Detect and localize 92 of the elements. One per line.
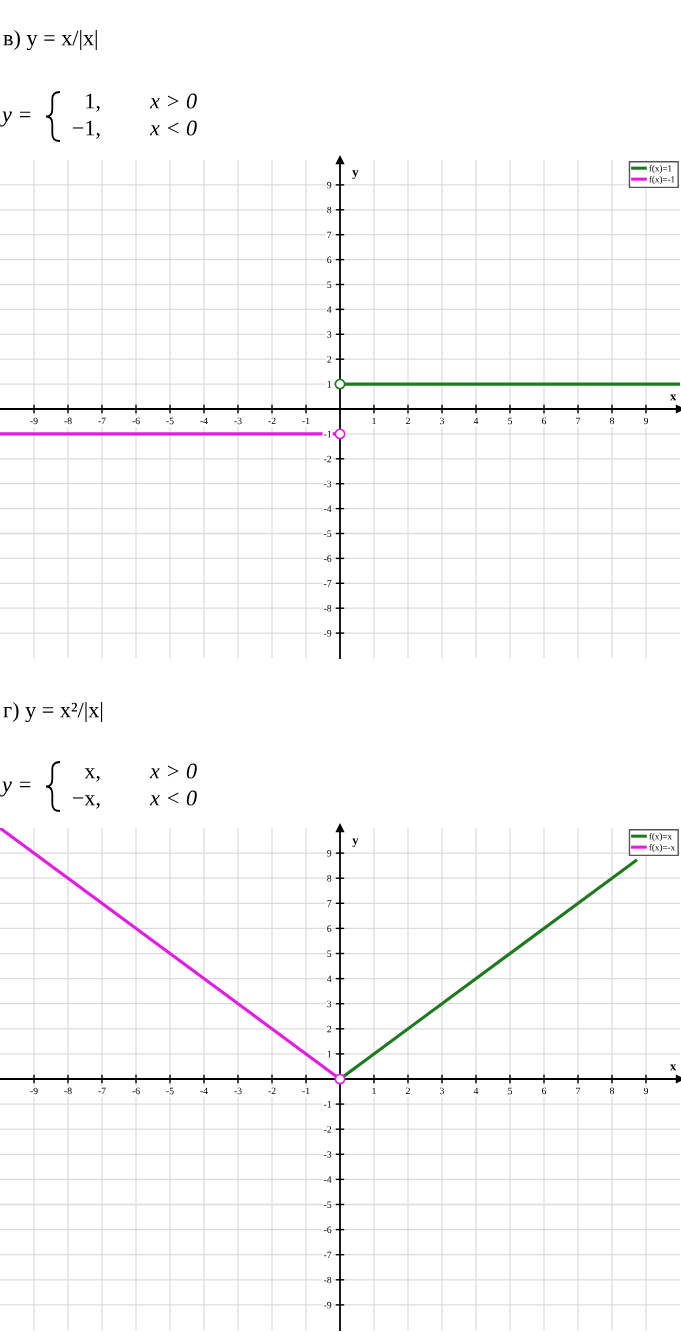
x-tick-label: -9 [30, 417, 38, 425]
x-tick-label: -4 [200, 417, 208, 425]
y-tick-label: 8 [327, 875, 332, 882]
x-tick-label: -9 [30, 1087, 38, 1095]
text: x > 0 [149, 763, 197, 779]
y-tick-label: -8 [323, 1276, 332, 1284]
y-tick-label: 7 [327, 900, 332, 907]
x-tick-label: 7 [576, 417, 581, 425]
text: x < 0 [149, 120, 197, 136]
text: y = [0, 111, 31, 127]
y-tick-label: -3 [323, 1151, 332, 1158]
x-tick-label: -1 [302, 1087, 310, 1095]
x-tick-label: 4 [473, 1087, 479, 1095]
x-tick-label: -8 [64, 1087, 72, 1095]
x-tick-label: -1 [302, 417, 310, 425]
x-tick-label: 1 [372, 417, 376, 425]
y-tick-label: -6 [323, 1226, 332, 1234]
y-tick-label: 1 [327, 381, 332, 388]
x-tick-label: -5 [166, 417, 174, 425]
x-axis-title: x [670, 394, 677, 401]
y-tick-label: -7 [323, 1251, 332, 1259]
legend-label: f(x)=x [649, 832, 672, 842]
y-tick-label: -5 [323, 1201, 332, 1208]
text: 1, [86, 93, 100, 112]
x-tick-label: -2 [268, 1087, 276, 1095]
text: y = [0, 781, 31, 797]
y-tick-label: 6 [327, 925, 332, 932]
legend-label: f(x)=-x [649, 843, 675, 853]
x-tick-label: -6 [132, 1087, 140, 1095]
y-tick-label: 4 [327, 975, 332, 982]
y-tick-label: 5 [327, 281, 332, 288]
x-tick-label: -2 [268, 417, 276, 425]
y-tick-label: -2 [323, 1126, 332, 1133]
y-tick-label: 3 [327, 1000, 332, 1008]
x-tick-label: 2 [406, 1087, 410, 1095]
x-tick-label: 1 [372, 1087, 376, 1095]
y-tick-label: -1 [323, 430, 332, 438]
x-tick-label: 4 [473, 417, 479, 425]
x-tick-label: 5 [508, 1087, 513, 1095]
x-tick-label: 9 [643, 1087, 649, 1095]
x-tick-label: -8 [64, 417, 72, 425]
y-tick-label: 7 [327, 231, 332, 239]
text: −1, [72, 120, 100, 139]
x-tick-label: 8 [609, 1087, 615, 1095]
x-tick-label: -7 [98, 1087, 106, 1095]
x-tick-label: -3 [234, 417, 242, 425]
y-tick-label: -8 [323, 605, 332, 612]
x-tick-label: -3 [234, 1087, 242, 1095]
text: x < 0 [149, 790, 197, 806]
y-tick-label: -6 [323, 555, 332, 562]
y-tick-label: -3 [323, 480, 332, 488]
y-tick-label: 8 [327, 206, 332, 214]
y-tick-label: 4 [327, 306, 332, 313]
x-tick-label: -7 [98, 417, 106, 425]
x-tick-label: 7 [576, 1087, 581, 1095]
chart-title: г) y = x²/|x| [3, 701, 103, 723]
text: −x, [72, 795, 100, 809]
y-tick-label: -5 [323, 530, 332, 537]
x-tick-label: -5 [166, 1087, 174, 1095]
y-tick-label: 2 [327, 1025, 332, 1033]
y-tick-label: 9 [327, 181, 332, 189]
y-tick-label: 5 [327, 950, 332, 957]
y-tick-label: -7 [323, 580, 332, 587]
x-tick-label: 3 [440, 417, 445, 425]
x-tick-label: 3 [440, 1087, 445, 1095]
y-tick-label: -9 [323, 630, 332, 637]
y-axis-title: y [352, 170, 359, 179]
x-tick-label: 2 [406, 417, 410, 425]
y-tick-label: 1 [327, 1050, 332, 1058]
y-tick-label: 2 [327, 356, 332, 363]
y-axis-title: y [352, 838, 359, 847]
y-tick-label: 3 [327, 331, 332, 338]
x-tick-label: 5 [508, 417, 513, 425]
x-tick-label: 8 [609, 417, 615, 425]
y-tick-label: -9 [323, 1301, 332, 1309]
x-tick-label: -6 [132, 417, 140, 425]
y-tick-label: 9 [327, 850, 332, 857]
y-tick-label: -1 [323, 1101, 332, 1108]
y-tick-label: -4 [323, 1176, 332, 1183]
legend-label: f(x)=1 [649, 164, 672, 174]
legend-label: f(x)=-1 [649, 175, 675, 185]
x-tick-label: 9 [643, 417, 649, 425]
x-tick-label: 6 [541, 417, 547, 425]
text: x, [84, 768, 100, 782]
text: x > 0 [149, 93, 197, 109]
y-tick-label: -2 [323, 455, 332, 463]
x-tick-label: -4 [200, 1087, 208, 1095]
x-axis-title: x [670, 1064, 677, 1071]
y-tick-label: -4 [323, 505, 332, 512]
x-tick-label: 6 [541, 1087, 547, 1095]
y-tick-label: 6 [327, 256, 332, 264]
chart-title: в) y = x/|x| [3, 29, 97, 51]
